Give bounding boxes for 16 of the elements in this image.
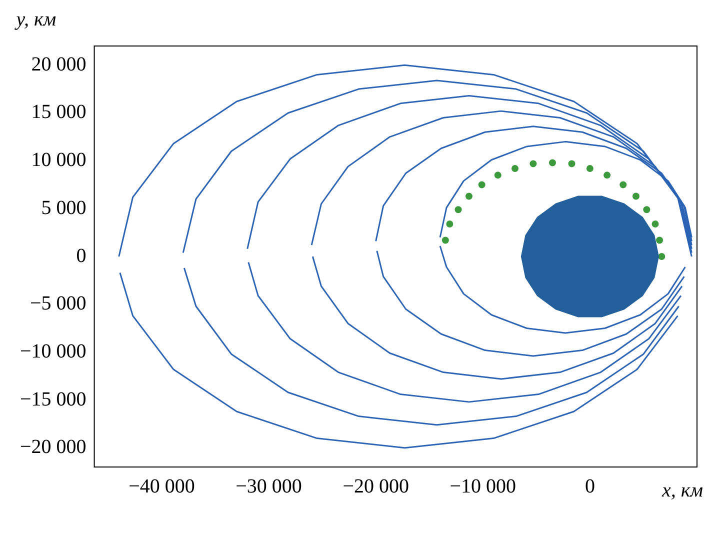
y-tick-label: −5 000	[30, 292, 86, 315]
y-axis-title: y, км	[14, 8, 56, 30]
x-tick-label: −20 000	[342, 475, 409, 498]
y-tick-label: −20 000	[20, 436, 86, 458]
y-tick-label: 20 000	[31, 53, 86, 76]
y-tick-label: 10 000	[31, 149, 86, 172]
y-tick-label: 0	[76, 244, 86, 267]
y-tick-label: 5 000	[41, 196, 86, 219]
x-tick-label: −10 000	[450, 475, 516, 498]
x-tick-label: −40 000	[128, 475, 195, 498]
y-tick-label: −15 000	[20, 388, 86, 410]
x-axis-title: x, км	[661, 479, 704, 502]
y-tick-label: −10 000	[20, 340, 86, 362]
x-tick-label: 0	[584, 475, 595, 498]
x-tick-label: −30 000	[236, 475, 302, 498]
y-tick-label: 15 000	[31, 101, 86, 124]
